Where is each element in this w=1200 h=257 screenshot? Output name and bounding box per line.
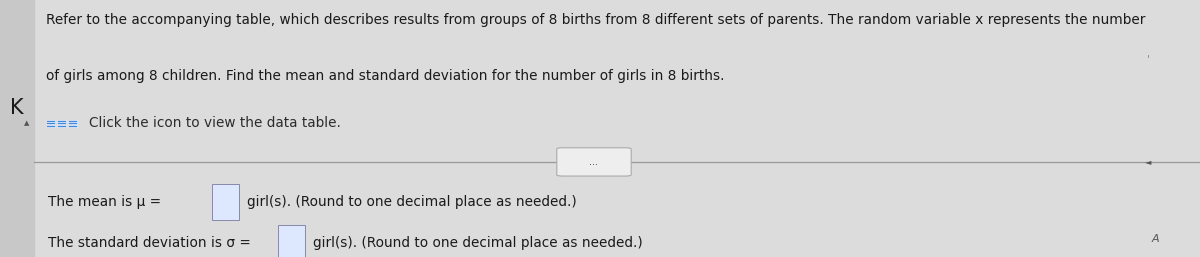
Text: Click the icon to view the data table.: Click the icon to view the data table. [89, 116, 341, 130]
Bar [46, 120, 55, 122]
Text: of girls among 8 children. Find the mean and standard deviation for the number o: of girls among 8 children. Find the mean… [46, 69, 724, 83]
Bar [56, 120, 66, 122]
FancyBboxPatch shape [557, 148, 631, 176]
Text: K: K [10, 98, 24, 118]
Bar [68, 120, 77, 122]
Text: ◄: ◄ [1145, 157, 1152, 167]
Text: Refer to the accompanying table, which describes results from groups of 8 births: Refer to the accompanying table, which d… [46, 13, 1145, 27]
Text: ▲: ▲ [24, 120, 29, 126]
Bar [68, 125, 77, 127]
Bar [212, 184, 239, 220]
Bar [68, 122, 77, 124]
Bar [0, 0, 34, 257]
Text: girl(s). (Round to one decimal place as needed.): girl(s). (Round to one decimal place as … [247, 195, 577, 209]
Bar [46, 122, 55, 124]
Bar [46, 125, 55, 127]
Bar [56, 125, 66, 127]
Bar [56, 122, 66, 124]
Bar [278, 225, 305, 257]
Text: girl(s). (Round to one decimal place as needed.): girl(s). (Round to one decimal place as … [313, 236, 643, 250]
Text: The mean is μ =: The mean is μ = [48, 195, 161, 209]
Text: ': ' [1147, 54, 1150, 64]
Text: ...: ... [589, 157, 599, 167]
Text: A: A [1152, 234, 1159, 244]
Text: The standard deviation is σ =: The standard deviation is σ = [48, 236, 251, 250]
